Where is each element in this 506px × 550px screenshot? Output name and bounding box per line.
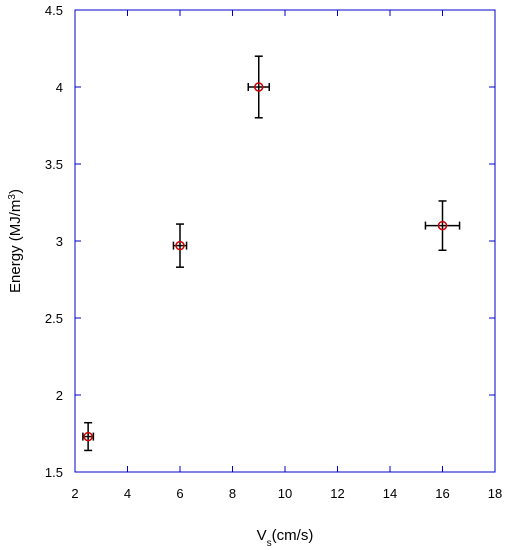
y-tick-label: 2 — [56, 388, 63, 403]
x-tick-label: 8 — [229, 486, 236, 501]
x-axis-title: Vs(cm/s) — [257, 527, 314, 549]
y-tick-label: 3.5 — [45, 157, 63, 172]
y-tick-label: 2.5 — [45, 311, 63, 326]
data-point-marker — [175, 240, 185, 251]
y-tick-label: 4 — [56, 80, 63, 95]
x-tick-label: 6 — [176, 486, 183, 501]
x-tick-label: 2 — [71, 486, 78, 501]
y-tick-label: 3 — [56, 234, 63, 249]
x-tick-label: 16 — [435, 486, 449, 501]
x-tick-label: 14 — [383, 486, 397, 501]
data-points — [82, 55, 461, 452]
x-tick-label: 18 — [488, 486, 502, 501]
x-tick-label: 12 — [330, 486, 344, 501]
y-tick-label: 1.5 — [45, 465, 63, 480]
data-point-marker — [254, 82, 264, 92]
data-point-marker — [83, 431, 93, 442]
data-point-marker — [437, 220, 448, 231]
y-axis-ticks: 1.5 2 2.5 3 3.5 4 4.5 — [45, 3, 495, 480]
plot-frame — [74, 9, 496, 473]
y-axis-title: Energy (MJ/m3) — [7, 189, 25, 293]
y-tick-label: 4.5 — [45, 3, 63, 18]
x-axis-ticks: 2 4 6 8 10 12 14 16 18 — [71, 10, 502, 501]
x-tick-label: 10 — [278, 486, 292, 501]
x-tick-label: 4 — [124, 486, 131, 501]
